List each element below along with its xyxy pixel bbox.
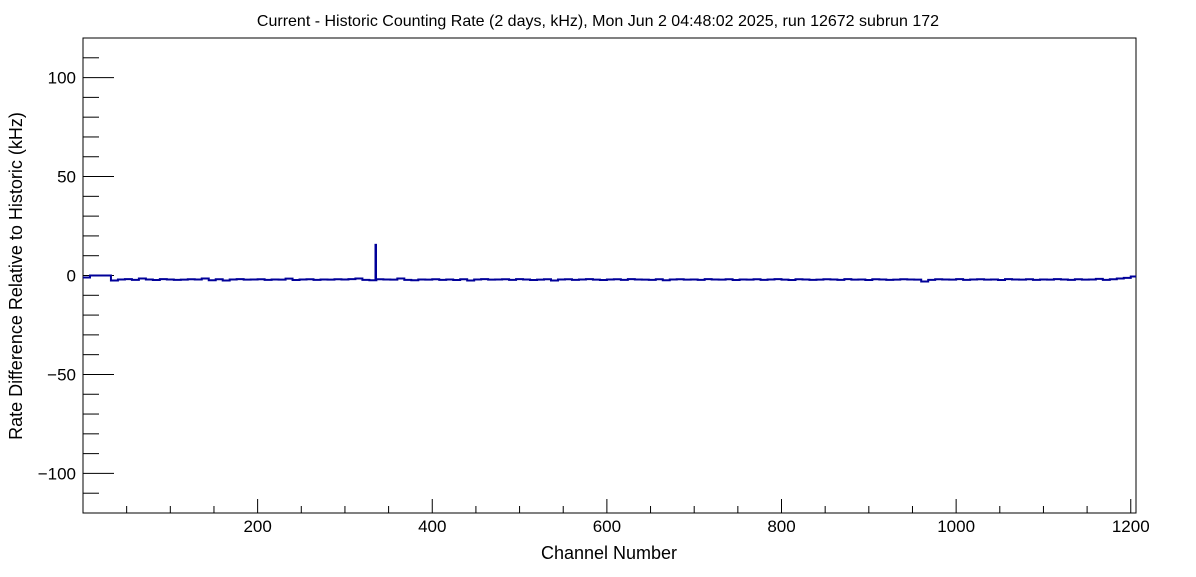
- y-tick-label: 0: [67, 267, 76, 286]
- x-tick-label: 1200: [1112, 517, 1150, 536]
- x-tick-label: 800: [767, 517, 795, 536]
- chart-title: Current - Historic Counting Rate (2 days…: [257, 13, 939, 30]
- y-tick-label: −100: [38, 464, 76, 483]
- x-tick-label: 400: [418, 517, 446, 536]
- x-tick-label: 1000: [937, 517, 975, 536]
- axis-ticks: 200 400 600 800 1000 1200 −100 −50 0 50 100: [38, 57, 1150, 536]
- plot-frame: [82, 37, 1137, 514]
- x-tick-label: 600: [593, 517, 621, 536]
- x-tick-label: 200: [243, 517, 271, 536]
- spike-bar: [374, 243, 377, 280]
- spikes: [374, 243, 377, 280]
- y-tick-label: −50: [47, 365, 76, 384]
- histogram-line: [83, 274, 1136, 283]
- y-tick-label: 50: [57, 168, 76, 187]
- x-axis-label: Channel Number: [541, 543, 677, 563]
- y-axis-label: Rate Difference Relative to Historic (kH…: [6, 112, 26, 440]
- y-tick-label: 100: [48, 69, 76, 88]
